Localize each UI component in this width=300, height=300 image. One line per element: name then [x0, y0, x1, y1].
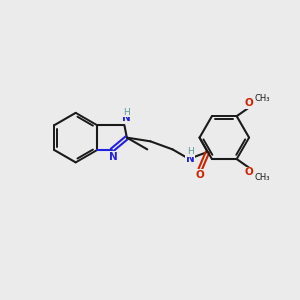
Text: H: H: [123, 108, 130, 117]
Text: O: O: [245, 167, 254, 177]
Text: O: O: [196, 170, 205, 180]
Text: N: N: [110, 152, 118, 162]
Text: N: N: [122, 113, 130, 123]
Text: N: N: [186, 154, 194, 164]
Text: H: H: [187, 147, 194, 156]
Text: CH₃: CH₃: [254, 172, 270, 182]
Text: CH₃: CH₃: [254, 94, 270, 103]
Text: O: O: [245, 98, 254, 108]
